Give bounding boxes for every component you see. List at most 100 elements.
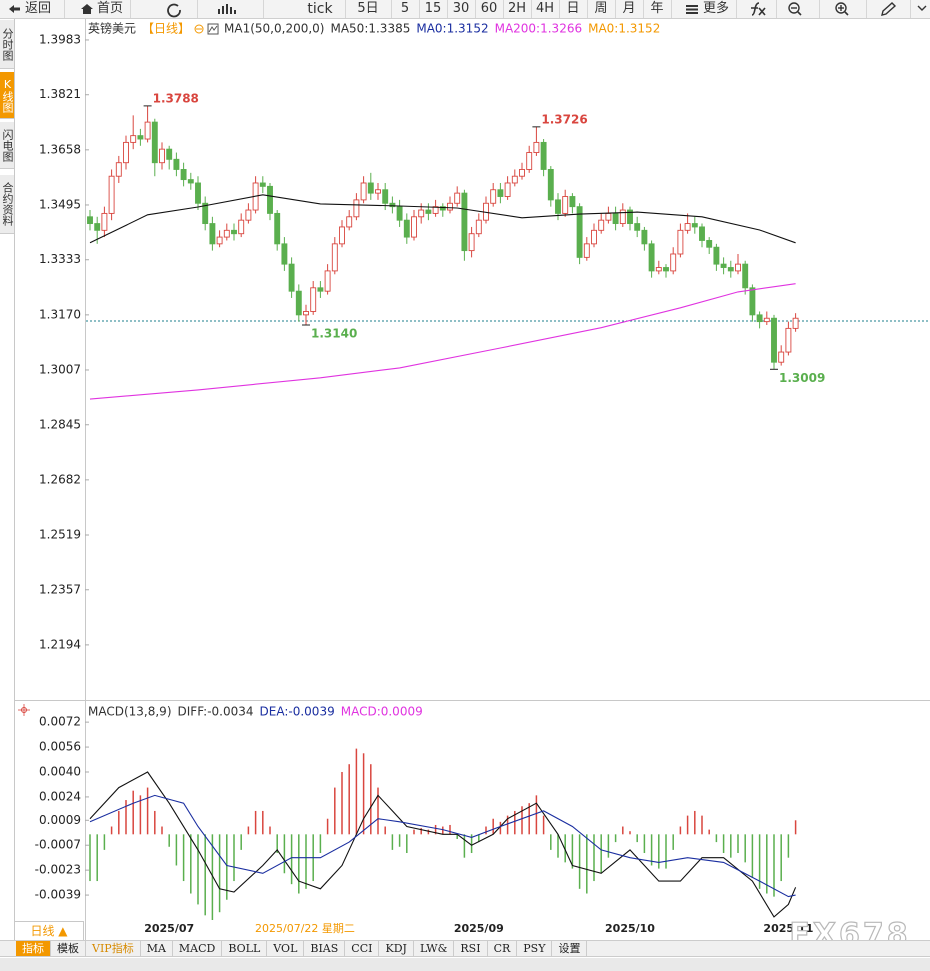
bars-icon[interactable] (218, 4, 236, 14)
macd-bar (398, 834, 401, 847)
period-selector[interactable]: 日线 ▲ (14, 921, 84, 941)
toolbar-button[interactable]: 5 (400, 1, 410, 16)
macd-bar (139, 795, 142, 835)
macd-bar (794, 820, 797, 835)
icon-ring (835, 2, 847, 14)
candle-body (648, 243, 655, 272)
candle-body (720, 263, 727, 268)
y-tick-label: 1.2845 (39, 417, 81, 431)
y-tick-label: -0.0007 (35, 838, 81, 852)
indicator-tab[interactable]: KDJ (379, 941, 414, 956)
toolbar-button[interactable]: 更多 (702, 1, 730, 16)
toolbar-button[interactable]: 15 (424, 1, 442, 16)
refresh-icon[interactable] (167, 3, 181, 18)
macd-bar (442, 826, 444, 835)
macd-bar (766, 834, 768, 894)
toolbar-button[interactable]: 4H (535, 1, 555, 16)
indicator-tab[interactable]: MA (141, 941, 173, 956)
candle-body (353, 199, 360, 218)
indicator-tab[interactable]: RSI (454, 941, 488, 956)
legend-item: MA50:1.3385 (330, 22, 410, 36)
macd-bar (787, 834, 790, 858)
toolbar-button[interactable]: 月 (622, 1, 636, 16)
y-tick-label: 0.0056 (39, 740, 81, 754)
candle-body (684, 223, 691, 231)
candle-body (605, 212, 612, 221)
toolbar-button[interactable]: 周 (594, 1, 608, 16)
indicator-tab[interactable]: VOL (267, 941, 305, 956)
indicator-tab[interactable]: CR (488, 941, 518, 956)
macd-bar (643, 834, 646, 854)
separator (866, 0, 867, 18)
candle-body (670, 253, 677, 272)
menu-icon[interactable] (686, 5, 698, 14)
toolbar-button[interactable]: 30 (452, 1, 470, 16)
y-tick-label: 1.2682 (39, 472, 81, 486)
toolbar-button[interactable]: tick (307, 1, 333, 17)
side-tab[interactable]: 分时图 (0, 20, 14, 69)
zoom-in-icon[interactable] (835, 2, 849, 16)
toolbar-button[interactable]: 5日 (357, 1, 379, 16)
toolbar-button[interactable]: 首页 (96, 1, 124, 16)
side-tab[interactable]: K线图 (0, 72, 14, 119)
side-tab[interactable]: 合约资料 (0, 175, 14, 234)
candle-body (245, 209, 252, 221)
candle-body (411, 216, 417, 238)
separator (615, 0, 616, 18)
legend-icon (194, 24, 204, 34)
macd-bar (434, 824, 437, 835)
indicator-tab[interactable]: LW& (414, 941, 455, 956)
indicator-tab[interactable]: 设置 (552, 941, 588, 956)
indicator-tab[interactable]: 指标 (16, 941, 51, 956)
toolbar-button[interactable]: 年 (650, 1, 664, 16)
y-tick-label: 1.3983 (39, 32, 81, 46)
back-icon[interactable] (9, 5, 20, 13)
extreme-label: 1.3726 (541, 112, 587, 126)
toolbar-button[interactable]: 60 (480, 1, 498, 16)
indicator-tab[interactable]: BOLL (222, 941, 268, 956)
macd-bar (679, 826, 682, 835)
macd-bar (722, 834, 725, 854)
indicator-tab[interactable]: 模板 (51, 941, 86, 956)
fx-icon[interactable] (751, 2, 766, 16)
candle-body (303, 311, 309, 316)
macd-bar (370, 764, 372, 835)
separator (531, 0, 532, 18)
legend-item: MACD:0.0009 (341, 705, 423, 719)
home-icon[interactable] (81, 4, 93, 14)
legend-item: DEA:-0.0039 (260, 705, 335, 719)
toolbar-button[interactable]: 2H (507, 1, 527, 16)
separator (475, 0, 476, 18)
side-tab[interactable]: 闪电图 (0, 122, 14, 169)
indicator-tab[interactable]: VIP指标 (86, 941, 141, 956)
candle-body (166, 148, 173, 160)
indicator-tab[interactable]: CCI (345, 941, 380, 956)
legend-item: 英镑美元 (88, 21, 136, 36)
macd-bar (103, 834, 106, 850)
background (0, 0, 930, 940)
indicator-tab[interactable]: BIAS (304, 941, 346, 956)
more-icon[interactable] (917, 5, 927, 11)
candle-body (87, 216, 93, 225)
indicator-tab[interactable]: MACD (173, 941, 223, 956)
candle-body (663, 267, 669, 272)
macd-bar (132, 790, 134, 835)
legend-icon (208, 25, 218, 33)
macd-bar (197, 834, 199, 905)
toolbar-button[interactable]: 日 (566, 1, 580, 16)
indicator-tab[interactable]: PSY (517, 941, 553, 956)
zoom-out-icon[interactable] (788, 2, 802, 16)
candle-body (461, 192, 468, 252)
candle-body (612, 212, 619, 225)
y-tick-label: 1.3495 (39, 197, 81, 211)
macd-bar (326, 818, 329, 835)
macd-icon[interactable] (18, 704, 30, 716)
pen-icon[interactable] (881, 2, 897, 16)
macd-bar (773, 834, 775, 897)
macd-bar (571, 834, 574, 869)
y-tick-label: 1.2194 (39, 637, 81, 651)
toolbar-button[interactable]: 返回 (24, 1, 52, 16)
candle-body (641, 229, 648, 245)
macd-bar (125, 800, 127, 835)
candle-body (310, 287, 317, 312)
